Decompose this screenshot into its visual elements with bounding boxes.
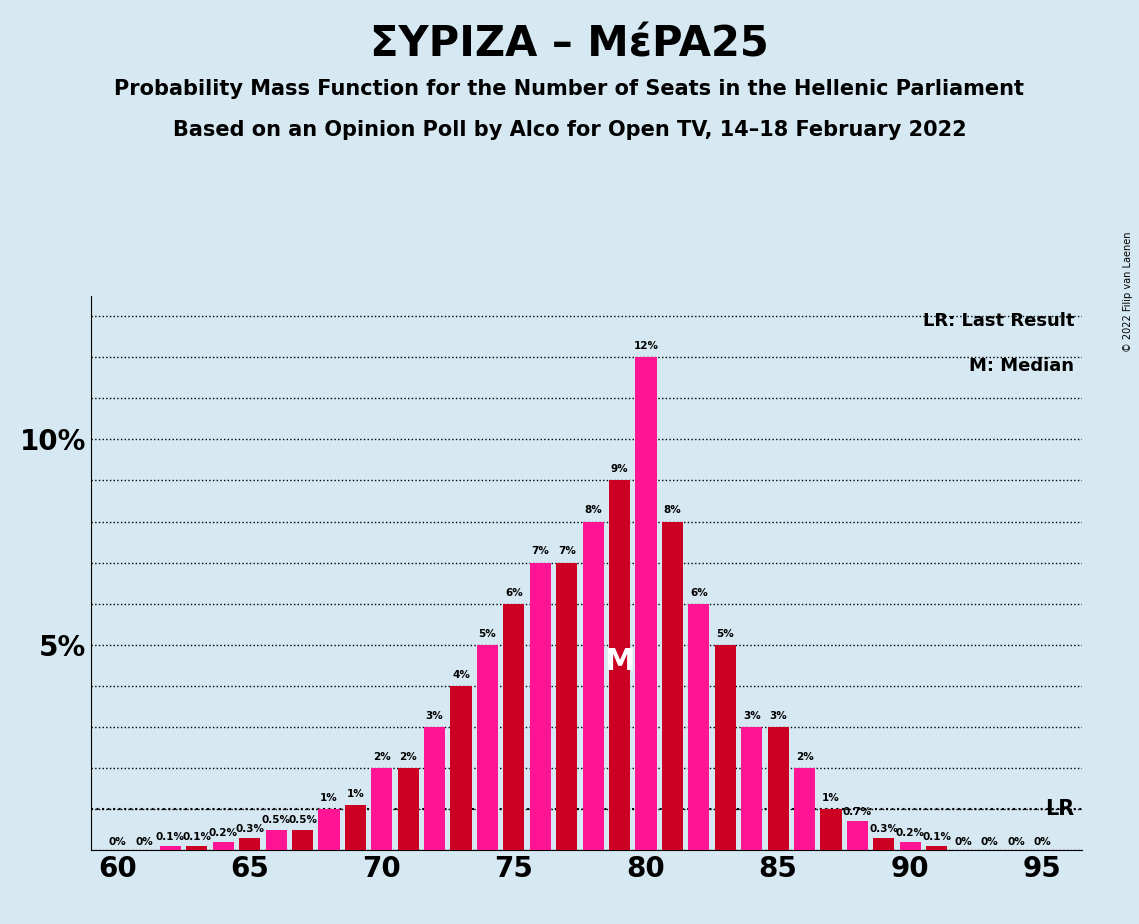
Text: 0.5%: 0.5% [288,816,317,825]
Bar [583,521,604,850]
Bar [741,727,762,850]
Text: 6%: 6% [505,588,523,598]
Bar [503,603,524,850]
Text: 5%: 5% [716,628,735,638]
Text: 8%: 8% [584,505,603,516]
Text: LR: Last Result: LR: Last Result [923,312,1074,330]
Bar [926,846,948,850]
Text: ΣΥΡΙΖΑ – ΜέPA25: ΣΥΡΙΖΑ – ΜέPA25 [370,23,769,65]
Bar [371,768,392,850]
Bar [187,846,207,850]
Text: M: M [605,647,634,675]
Text: 0%: 0% [1007,837,1025,846]
Bar [159,846,181,850]
Text: 2%: 2% [796,752,813,761]
Bar [451,686,472,850]
Text: 7%: 7% [558,546,575,556]
Bar [265,830,287,850]
Bar [609,480,630,850]
Text: 0%: 0% [954,837,972,846]
Bar [820,809,842,850]
Text: 8%: 8% [664,505,681,516]
Bar [662,521,683,850]
Text: 0.2%: 0.2% [208,828,238,838]
Bar [768,727,788,850]
Text: 1%: 1% [346,789,364,798]
Bar [900,842,920,850]
Text: 4%: 4% [452,670,470,680]
Text: 0.1%: 0.1% [156,832,185,842]
Text: 0%: 0% [1033,837,1051,846]
Bar [319,809,339,850]
Bar [794,768,816,850]
Text: 1%: 1% [822,793,839,803]
Text: 0.2%: 0.2% [895,828,925,838]
Text: Probability Mass Function for the Number of Seats in the Hellenic Parliament: Probability Mass Function for the Number… [115,79,1024,99]
Text: 5%: 5% [478,628,497,638]
Bar [688,603,710,850]
Text: 0.3%: 0.3% [235,823,264,833]
Bar [424,727,445,850]
Bar [556,563,577,850]
Text: 0%: 0% [136,837,153,846]
Text: 2%: 2% [372,752,391,761]
Text: 0.7%: 0.7% [843,808,872,817]
Text: M: Median: M: Median [969,358,1074,375]
Bar [874,838,894,850]
Text: Based on an Opinion Poll by Alco for Open TV, 14–18 February 2022: Based on an Opinion Poll by Alco for Ope… [173,120,966,140]
Text: 0.5%: 0.5% [262,816,290,825]
Text: 3%: 3% [426,711,443,721]
Text: 1%: 1% [320,793,338,803]
Text: 0.1%: 0.1% [182,832,212,842]
Text: 12%: 12% [633,341,658,351]
Text: 0.1%: 0.1% [923,832,951,842]
Text: 2%: 2% [400,752,417,761]
Text: 0%: 0% [108,837,126,846]
Text: 3%: 3% [769,711,787,721]
Bar [239,838,260,850]
Text: 0%: 0% [981,837,999,846]
Text: 6%: 6% [690,588,707,598]
Bar [213,842,233,850]
Text: 3%: 3% [743,711,761,721]
Text: 7%: 7% [532,546,549,556]
Bar [715,645,736,850]
Bar [530,563,551,850]
Text: LR: LR [1044,799,1074,819]
Bar [636,358,656,850]
Bar [345,805,366,850]
Bar [292,830,313,850]
Bar [398,768,419,850]
Text: 9%: 9% [611,465,629,474]
Text: © 2022 Filip van Laenen: © 2022 Filip van Laenen [1123,231,1133,351]
Bar [847,821,868,850]
Text: 0.3%: 0.3% [869,823,899,833]
Bar [477,645,498,850]
